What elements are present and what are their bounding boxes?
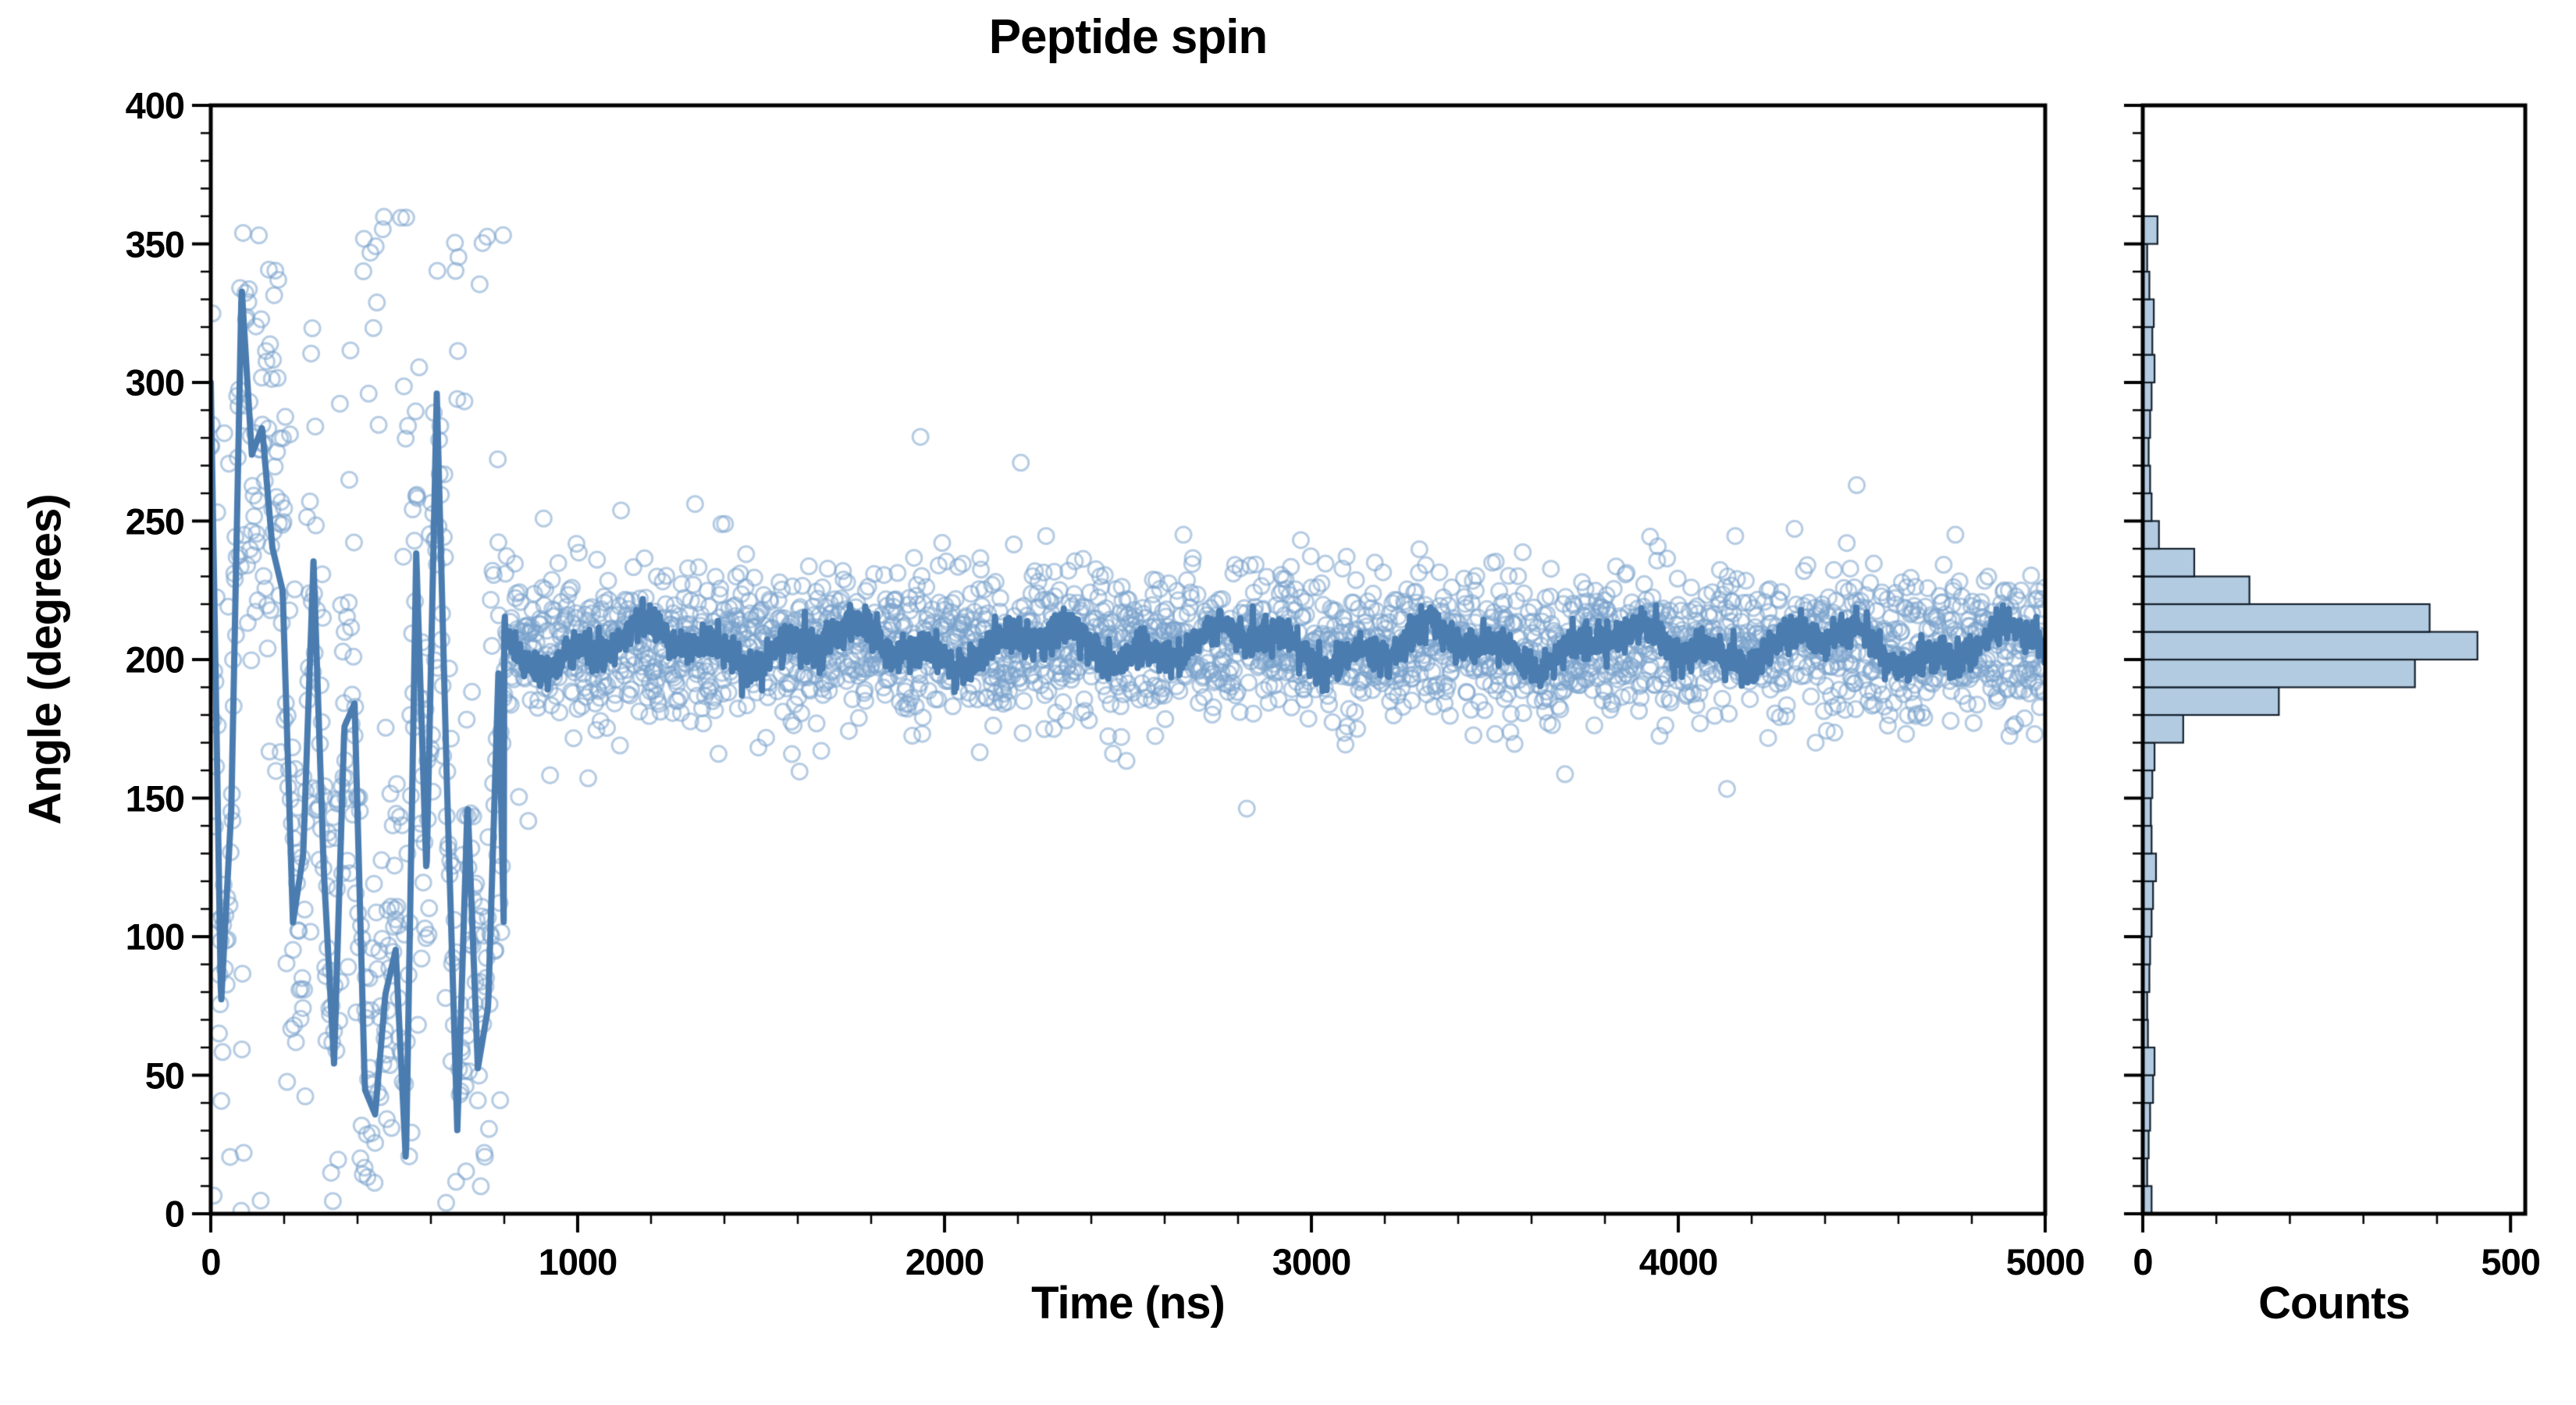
x-tick-label: 3000 [1272,1241,1352,1282]
y-tick-label: 400 [125,84,185,126]
hist-x-axis-label: Counts [2258,1278,2411,1329]
y-tick-label: 300 [125,361,185,404]
y-tick-label: 100 [125,916,185,958]
chart-title: Peptide spin [988,10,1268,64]
x-tick-label: 1000 [538,1241,618,1282]
x-tick-label: 5000 [2005,1241,2086,1282]
y-tick-label: 200 [125,638,185,681]
x-tick-label: 0 [201,1241,221,1282]
hist-x-tick-label: 0 [2133,1241,2153,1282]
y-tick-label: 350 [125,223,185,265]
x-tick-label: 2000 [905,1241,985,1282]
x-tick-label: 4000 [1638,1241,1719,1282]
y-tick-label: 150 [125,777,185,819]
x-axis-label: Time (ns) [1031,1278,1226,1329]
y-tick-label: 50 [144,1055,185,1096]
hist-x-tick-label: 500 [2481,1241,2540,1282]
y-tick-label: 250 [125,500,185,542]
y-tick-label: 0 [164,1193,185,1235]
y-axis-label: Angle (degrees) [20,494,71,825]
